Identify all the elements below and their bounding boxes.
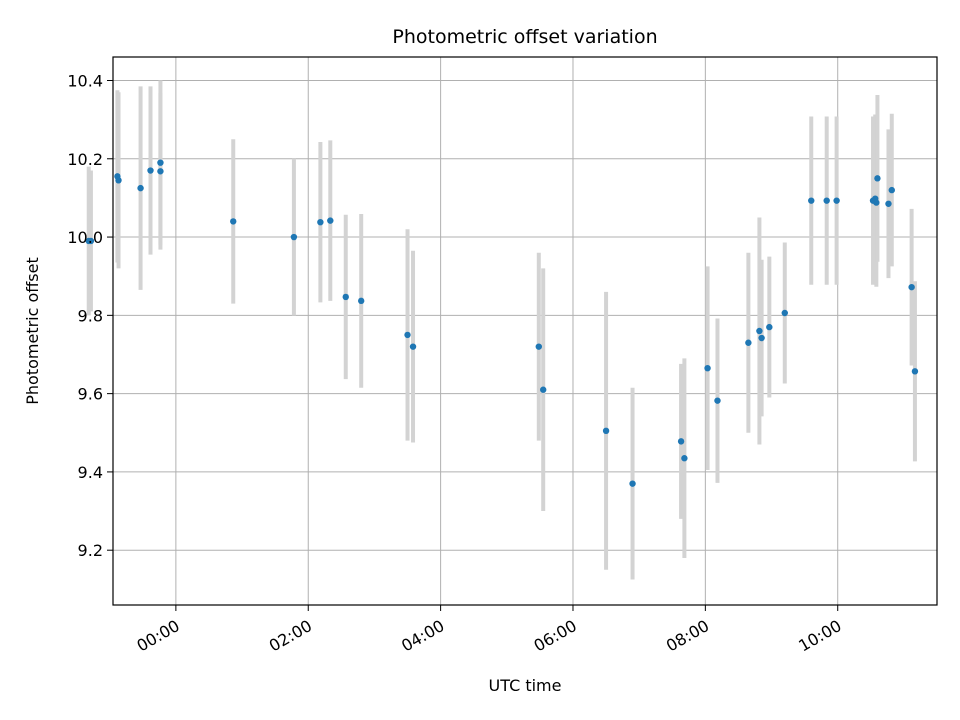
chart-title: Photometric offset variation <box>392 26 657 48</box>
data-point <box>602 427 610 435</box>
plot-frame <box>112 56 938 606</box>
y-tick-label: 10.4 <box>67 71 103 90</box>
data-point <box>342 293 349 301</box>
data-point <box>629 480 636 487</box>
data-point <box>758 334 765 342</box>
data-point <box>681 455 688 462</box>
data-points <box>85 159 919 487</box>
data-point <box>87 237 95 245</box>
data-point <box>327 217 334 224</box>
y-tick-label: 9.6 <box>78 385 103 404</box>
data-point <box>540 386 547 393</box>
data-point <box>745 339 752 346</box>
y-tick-label: 9.2 <box>78 541 103 560</box>
data-point <box>409 343 417 350</box>
data-point <box>404 331 411 339</box>
data-point <box>885 200 892 207</box>
y-axis-label: Photometric offset <box>23 257 42 405</box>
y-tick-label: 9.8 <box>78 306 103 325</box>
data-point <box>833 197 840 204</box>
y-tick-label: 9.4 <box>78 463 103 482</box>
data-point <box>808 197 815 204</box>
data-point <box>230 218 237 225</box>
data-point <box>888 186 895 194</box>
y-axis: 9.2 9.4 9.6 9.8 10.0 10.2 10.4 <box>67 71 113 560</box>
data-point <box>766 323 773 331</box>
data-point <box>714 397 721 404</box>
data-point <box>873 199 880 206</box>
x-axis-label: UTC time <box>489 676 562 695</box>
data-point <box>704 364 711 372</box>
data-point <box>115 177 122 184</box>
data-point <box>911 368 919 375</box>
data-point <box>823 197 830 204</box>
data-point <box>157 168 164 175</box>
data-point <box>157 159 164 166</box>
data-point <box>357 297 365 305</box>
data-point <box>781 309 788 317</box>
y-tick-label: 10.2 <box>67 150 103 169</box>
data-point <box>874 175 881 182</box>
data-point <box>756 327 763 335</box>
data-point <box>290 233 298 241</box>
data-point <box>147 167 154 174</box>
data-point <box>137 184 144 192</box>
data-point <box>317 218 324 226</box>
y-tick-label: 10.0 <box>67 228 103 247</box>
data-point <box>908 283 915 291</box>
data-point <box>535 343 542 350</box>
data-point <box>677 438 685 445</box>
